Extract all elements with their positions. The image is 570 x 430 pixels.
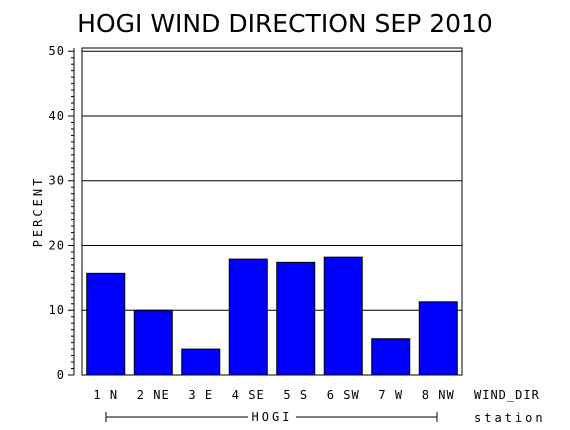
bar-7	[371, 338, 411, 376]
plot-frame	[81, 47, 463, 376]
bar-8	[418, 301, 458, 376]
bars	[86, 256, 458, 376]
bar-5	[276, 261, 316, 376]
x-tick-label: 1 N	[93, 388, 118, 402]
x-tick-label: 3 E	[188, 388, 213, 402]
y-tick-label: 10	[49, 303, 65, 317]
y-tick-label: 30	[49, 174, 65, 188]
gridlines	[82, 50, 462, 311]
x-tick-labels: 1 N 2 NE 3 E 4 SE 5 S 6 SW 7 W 8 NW	[93, 388, 455, 402]
y-tick-label: 50	[49, 44, 65, 58]
bar-1	[86, 272, 126, 376]
x-tick-label: 7 W	[378, 388, 403, 402]
x-axis-label: WIND_DIR	[474, 388, 540, 402]
y-tick-label: 40	[49, 109, 65, 123]
group-axis	[105, 412, 438, 422]
y-tick-label: 20	[49, 238, 65, 252]
y-axis: 0 10 20 30 40 50	[49, 44, 75, 382]
x-tick-label: 4 SE	[232, 388, 265, 402]
bar-3	[181, 348, 221, 376]
bar-4	[228, 258, 268, 376]
x-tick-label: 6 SW	[327, 388, 360, 402]
y-axis-label: PERCENT	[31, 176, 45, 248]
bar-6	[323, 256, 363, 376]
group-label: HOGI	[252, 410, 293, 424]
group-axis-label: station	[474, 411, 546, 425]
y-tick-label: 0	[57, 368, 65, 382]
x-tick-label: 2 NE	[137, 388, 170, 402]
x-tick-label: 5 S	[283, 388, 308, 402]
bar-2	[133, 309, 173, 376]
x-tick-label: 8 NW	[422, 388, 455, 402]
chart-title: HOGI WIND DIRECTION SEP 2010	[77, 9, 493, 38]
